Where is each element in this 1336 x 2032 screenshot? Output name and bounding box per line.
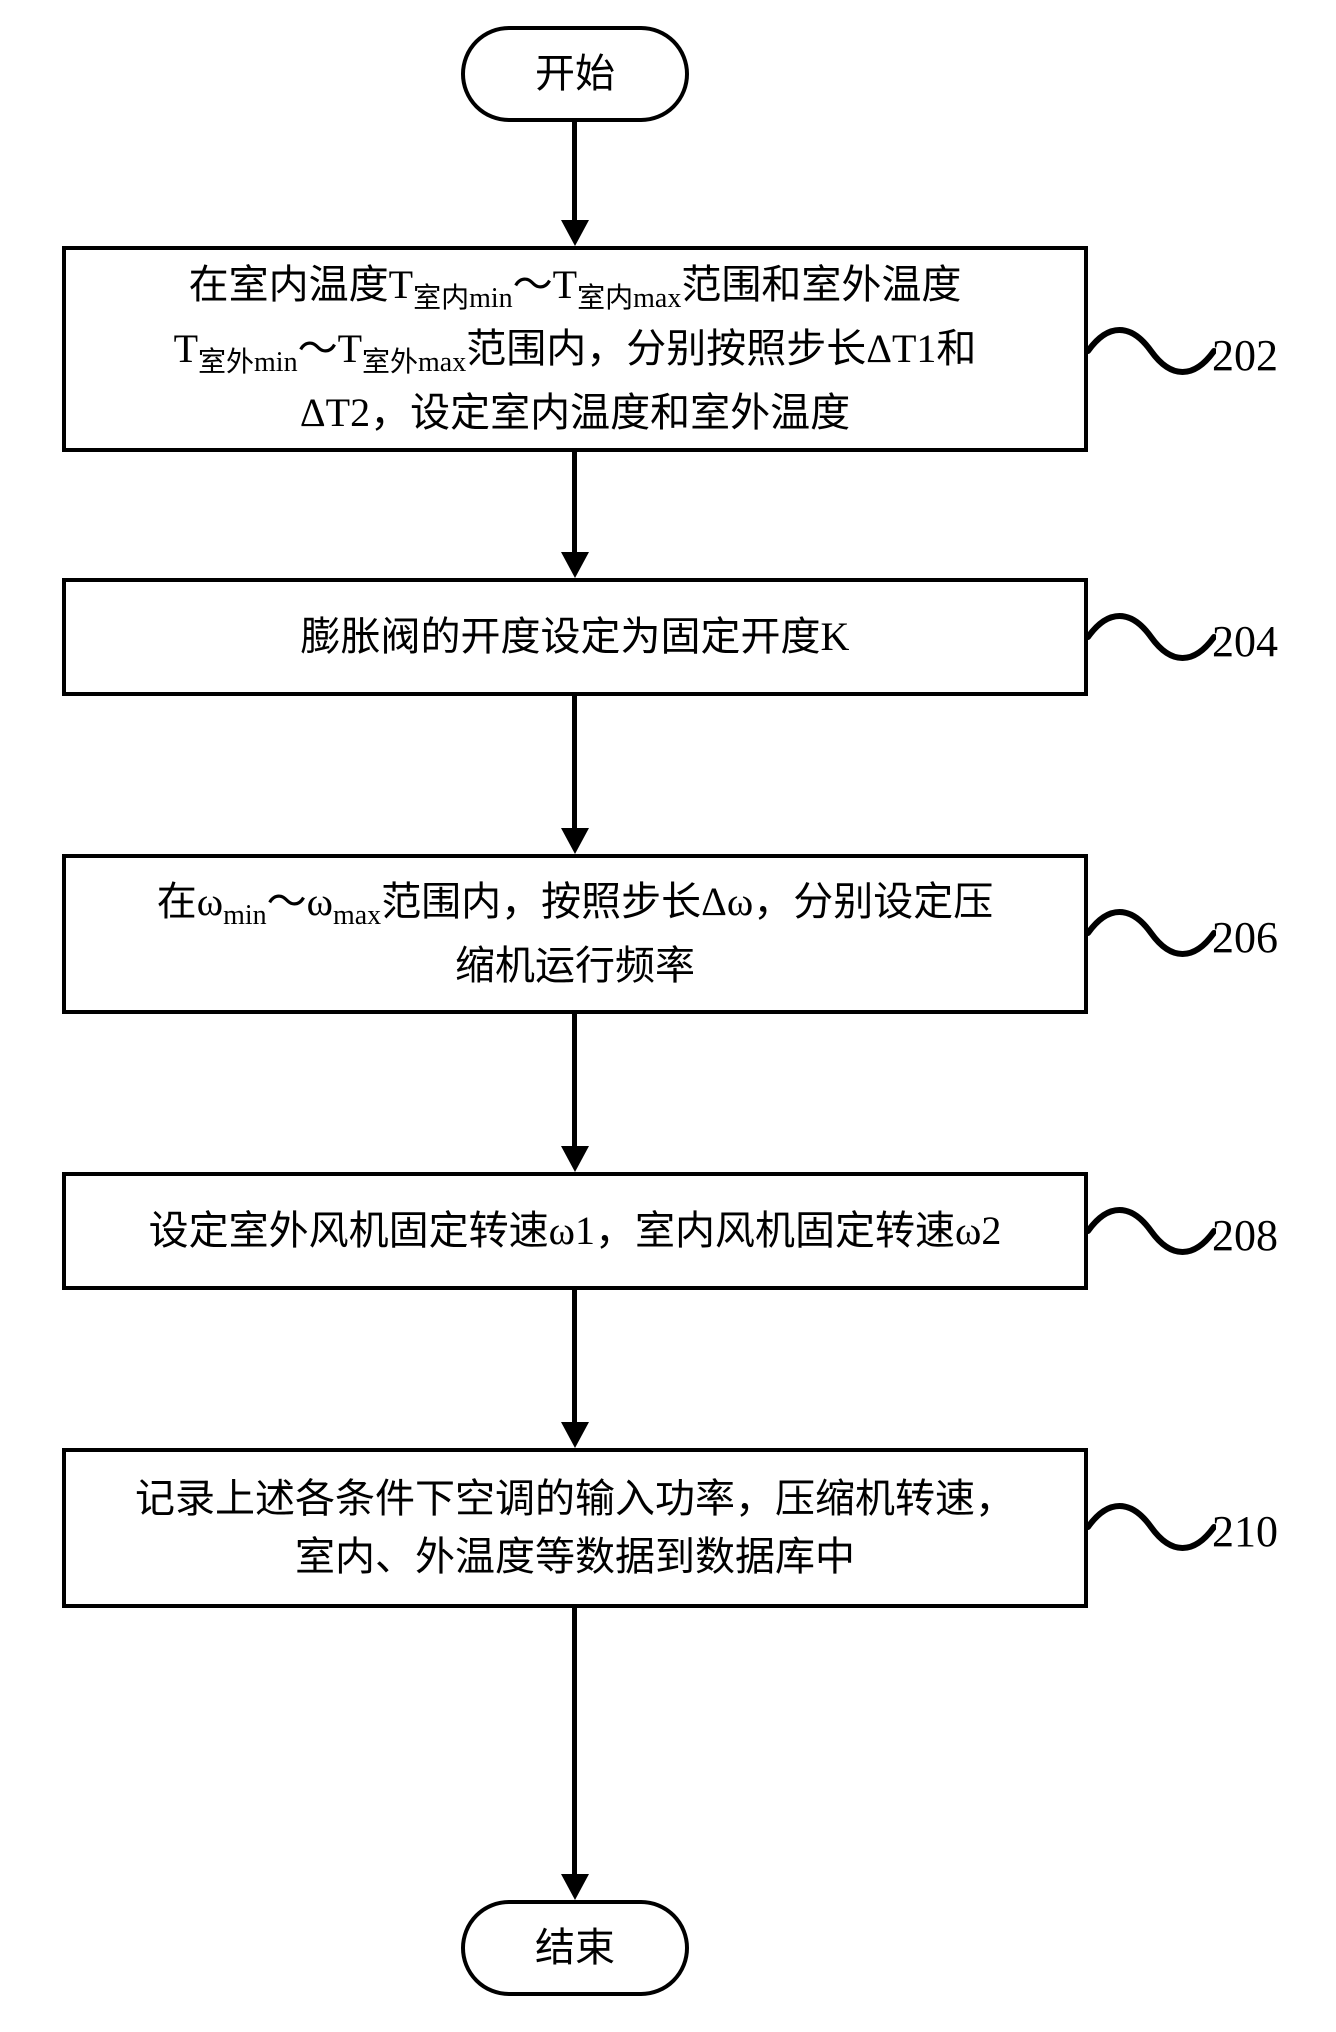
process-202: 在室内温度T室内min～T室内max范围和室外温度T室外min～T室外max范围… — [62, 246, 1088, 452]
flowchart-canvas: 开始 在室内温度T室内min～T室内max范围和室外温度T室外min～T室外ma… — [0, 0, 1336, 2032]
step-label-208: 208 — [1212, 1210, 1278, 1261]
process-206: 在ωmin～ωmax范围内，按照步长Δω，分别设定压缩机运行频率 — [62, 854, 1088, 1014]
process-208-text: 设定室外风机固定转速ω1，室内风机固定转速ω2 — [149, 1202, 1002, 1260]
process-210: 记录上述各条件下空调的输入功率，压缩机转速，室内、外温度等数据到数据库中 — [62, 1448, 1088, 1608]
process-204-text: 膨胀阀的开度设定为固定开度K — [301, 608, 850, 666]
terminator-end-label: 结束 — [535, 1919, 615, 1977]
terminator-end: 结束 — [461, 1900, 689, 1996]
wave-connector-202 — [1086, 318, 1216, 384]
terminator-start-label: 开始 — [535, 45, 615, 103]
step-label-202: 202 — [1212, 330, 1278, 381]
process-206-text: 在ωmin～ωmax范围内，按照步长Δω，分别设定压缩机运行频率 — [157, 873, 994, 995]
step-label-206: 206 — [1212, 912, 1278, 963]
wave-connector-210 — [1086, 1494, 1216, 1560]
wave-connector-208 — [1086, 1198, 1216, 1264]
wave-connector-206 — [1086, 900, 1216, 966]
step-label-210: 210 — [1212, 1506, 1278, 1557]
process-204: 膨胀阀的开度设定为固定开度K — [62, 578, 1088, 696]
wave-connector-204 — [1086, 604, 1216, 670]
terminator-start: 开始 — [461, 26, 689, 122]
process-210-text: 记录上述各条件下空调的输入功率，压缩机转速，室内、外温度等数据到数据库中 — [135, 1470, 1015, 1586]
process-202-text: 在室内温度T室内min～T室内max范围和室外温度T室外min～T室外max范围… — [174, 256, 977, 441]
step-label-204: 204 — [1212, 616, 1278, 667]
process-208: 设定室外风机固定转速ω1，室内风机固定转速ω2 — [62, 1172, 1088, 1290]
